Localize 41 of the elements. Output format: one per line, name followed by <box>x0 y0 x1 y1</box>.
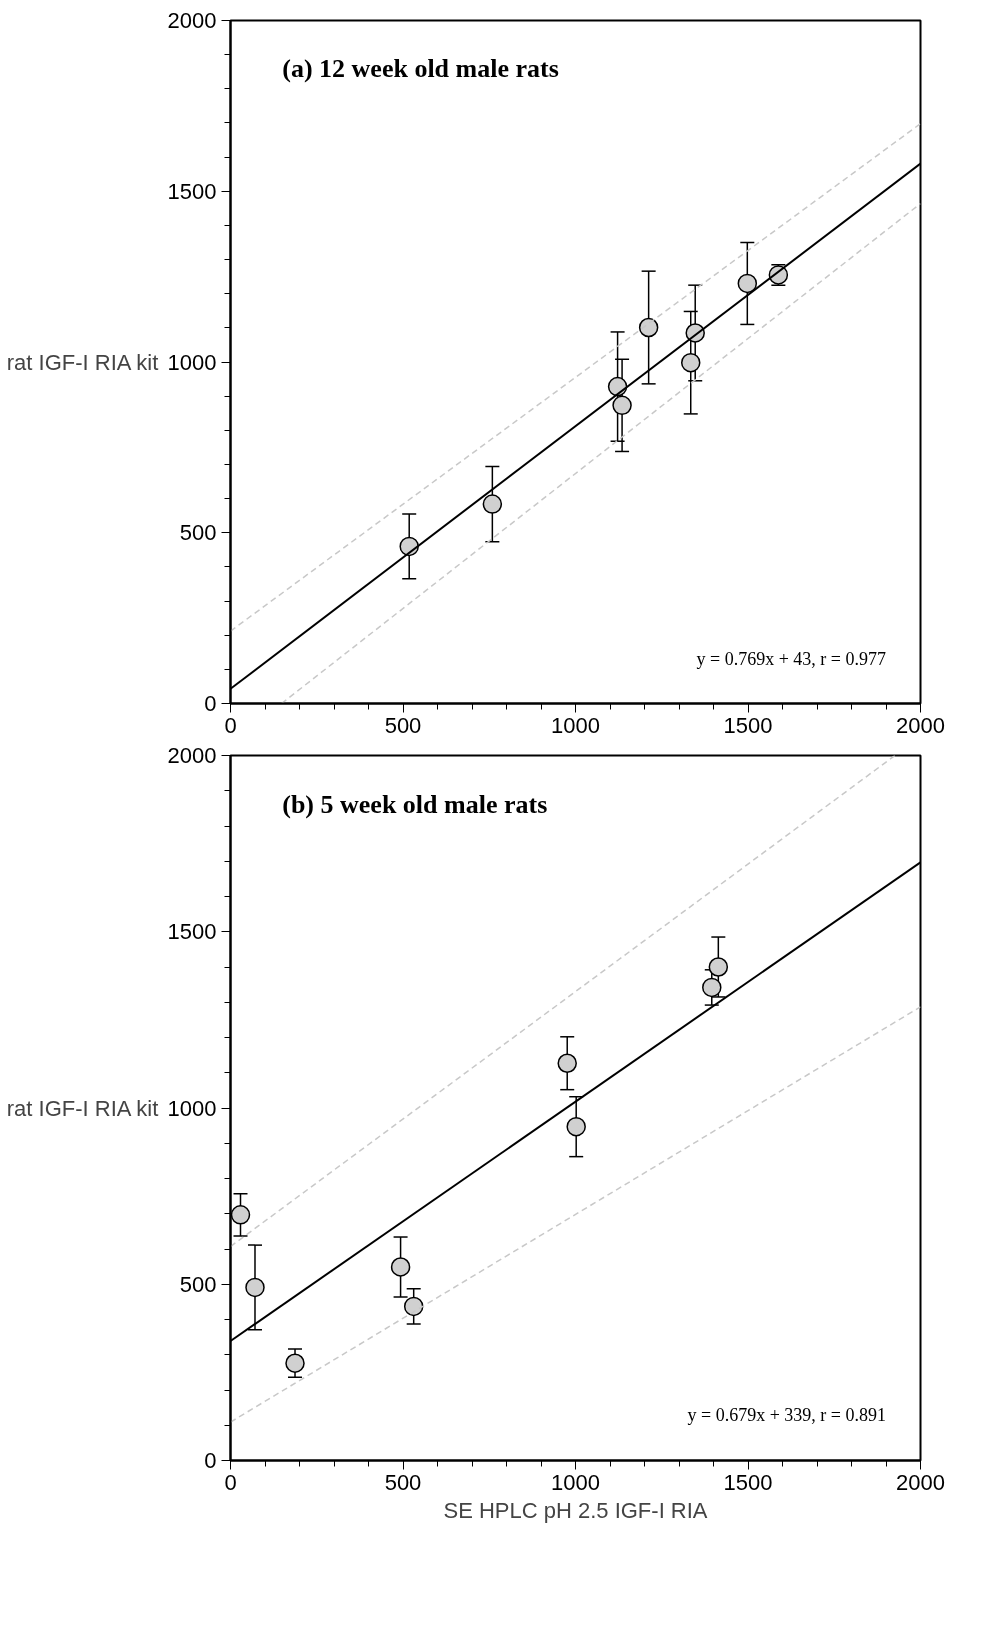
y-tick-label: 1000 <box>167 349 217 375</box>
point <box>245 1277 265 1298</box>
y-axis-title: rat IGF-I RIA kit <box>6 349 159 375</box>
x-tick-label: 1500 <box>723 712 773 738</box>
y-tick-label: 0 <box>204 1448 217 1473</box>
x-tick-label: 500 <box>384 1469 422 1495</box>
point <box>708 957 729 977</box>
point <box>482 494 503 514</box>
y-tick-label: 2000 <box>167 8 217 33</box>
text: (a) 12 week old male rats <box>282 53 559 83</box>
point <box>390 1257 411 1277</box>
x-tick-label: 0 <box>224 712 237 738</box>
x-tick-label: 1000 <box>551 1469 600 1495</box>
x-tick-label: 2000 <box>896 1469 945 1495</box>
text: (b) 5 week old male rats <box>282 790 548 820</box>
y-tick-label: 2000 <box>167 743 217 768</box>
point <box>566 1116 586 1137</box>
point <box>638 317 659 338</box>
point <box>557 1053 577 1073</box>
x-tick-label: 2000 <box>896 712 945 738</box>
x-axis-title: SE HPLC pH 2.5 IGF-I RIA <box>443 1497 708 1523</box>
annotation: y = 0.679x + 339, r = 0.891 <box>687 1405 886 1426</box>
y-tick-label: 500 <box>179 520 217 546</box>
y-tick-label: 500 <box>179 1271 217 1297</box>
x-tick-label: 1000 <box>551 712 600 738</box>
x-tick-label: 500 <box>384 712 422 738</box>
point <box>612 395 632 416</box>
point <box>737 273 758 294</box>
y-axis-title: rat IGF-I RIA kit <box>6 1095 159 1121</box>
point <box>403 1296 424 1317</box>
x-tick-label: 1500 <box>723 1469 773 1495</box>
y-tick-label: 1500 <box>167 919 217 945</box>
x-tick-label: 0 <box>224 1469 237 1495</box>
point <box>230 1205 251 1225</box>
point <box>285 1353 305 1373</box>
annotation: y = 0.769x + 43, r = 0.977 <box>696 649 886 670</box>
point <box>680 352 701 373</box>
y-tick-label: 1500 <box>167 178 217 204</box>
y-tick-label: 0 <box>204 691 217 716</box>
y-tick-label: 1000 <box>167 1095 217 1121</box>
point <box>702 977 722 998</box>
